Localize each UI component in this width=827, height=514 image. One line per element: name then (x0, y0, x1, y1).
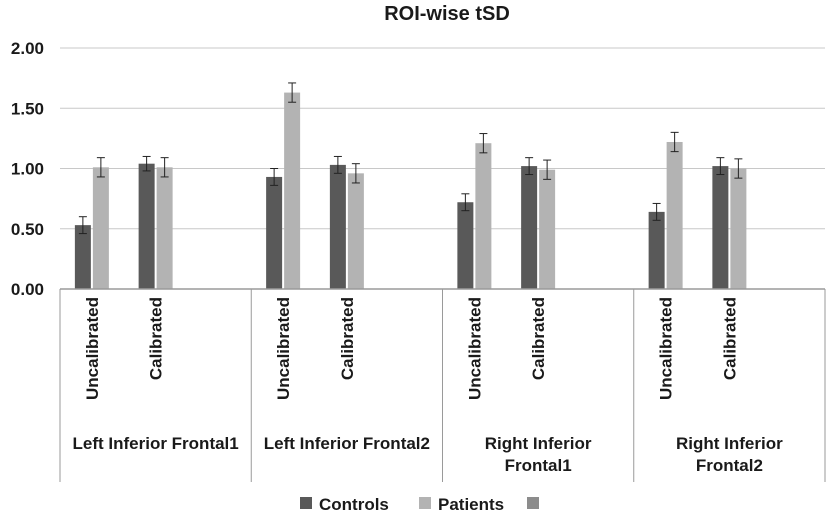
x-subcategory-label: Calibrated (720, 297, 739, 380)
legend-swatch (419, 497, 431, 509)
x-group-label: Frontal1 (505, 456, 572, 475)
x-group-label: Left Inferior Frontal1 (73, 434, 239, 453)
bar-patients-uncalibrated (666, 141, 683, 289)
bar-patients-calibrated (539, 169, 556, 289)
legend-label: Controls (319, 495, 389, 514)
bar-patients-uncalibrated (475, 143, 492, 289)
x-subcategory-label: Calibrated (338, 297, 357, 380)
legend-swatch (300, 497, 312, 509)
x-group-label: Right Inferior (485, 434, 592, 453)
x-subcategory-label: Uncalibrated (83, 297, 102, 400)
bar-controls-calibrated (138, 163, 155, 289)
bar-patients-calibrated (156, 167, 173, 289)
x-subcategory-label: Calibrated (147, 297, 166, 380)
x-subcategory-label: Uncalibrated (657, 297, 676, 400)
y-tick-label: 1.50 (11, 99, 44, 118)
bars (74, 82, 747, 290)
y-tick-label: 0.50 (11, 220, 44, 239)
x-group-label: Frontal2 (696, 456, 763, 475)
x-group-label: Right Inferior (676, 434, 783, 453)
bar-controls-uncalibrated (266, 176, 283, 289)
y-tick-label: 2.00 (11, 39, 44, 58)
bar-controls-calibrated (329, 164, 346, 289)
bar-patients-uncalibrated (92, 167, 109, 289)
x-axis (59, 288, 826, 482)
x-group-label: Left Inferior Frontal2 (264, 434, 430, 453)
legend-swatch (527, 497, 539, 509)
bar-controls-uncalibrated (648, 211, 665, 289)
legend: Controls Patients (300, 495, 539, 514)
x-subcategory-label: Uncalibrated (274, 297, 293, 400)
y-tick-label: 1.00 (11, 160, 44, 179)
x-subcategory-label: Uncalibrated (465, 297, 484, 400)
y-tick-label: 0.00 (11, 280, 44, 299)
bar-patients-calibrated (730, 168, 747, 289)
bar-patients-uncalibrated (284, 92, 301, 290)
bar-controls-calibrated (521, 166, 538, 289)
bar-patients-calibrated (347, 173, 364, 289)
legend-label: Patients (438, 495, 504, 514)
x-axis-labels: Uncalibrated Calibrated Left Inferior Fron… (73, 297, 784, 475)
bar-controls-uncalibrated (457, 202, 474, 289)
x-subcategory-label: Calibrated (529, 297, 548, 380)
bar-controls-uncalibrated (74, 225, 91, 289)
bar-controls-calibrated (712, 166, 729, 289)
y-axis-tick-labels: 0.00 0.50 1.00 1.50 2.00 (11, 39, 44, 299)
gridlines (60, 47, 825, 230)
chart-title: ROI-wise tSD (384, 3, 510, 25)
